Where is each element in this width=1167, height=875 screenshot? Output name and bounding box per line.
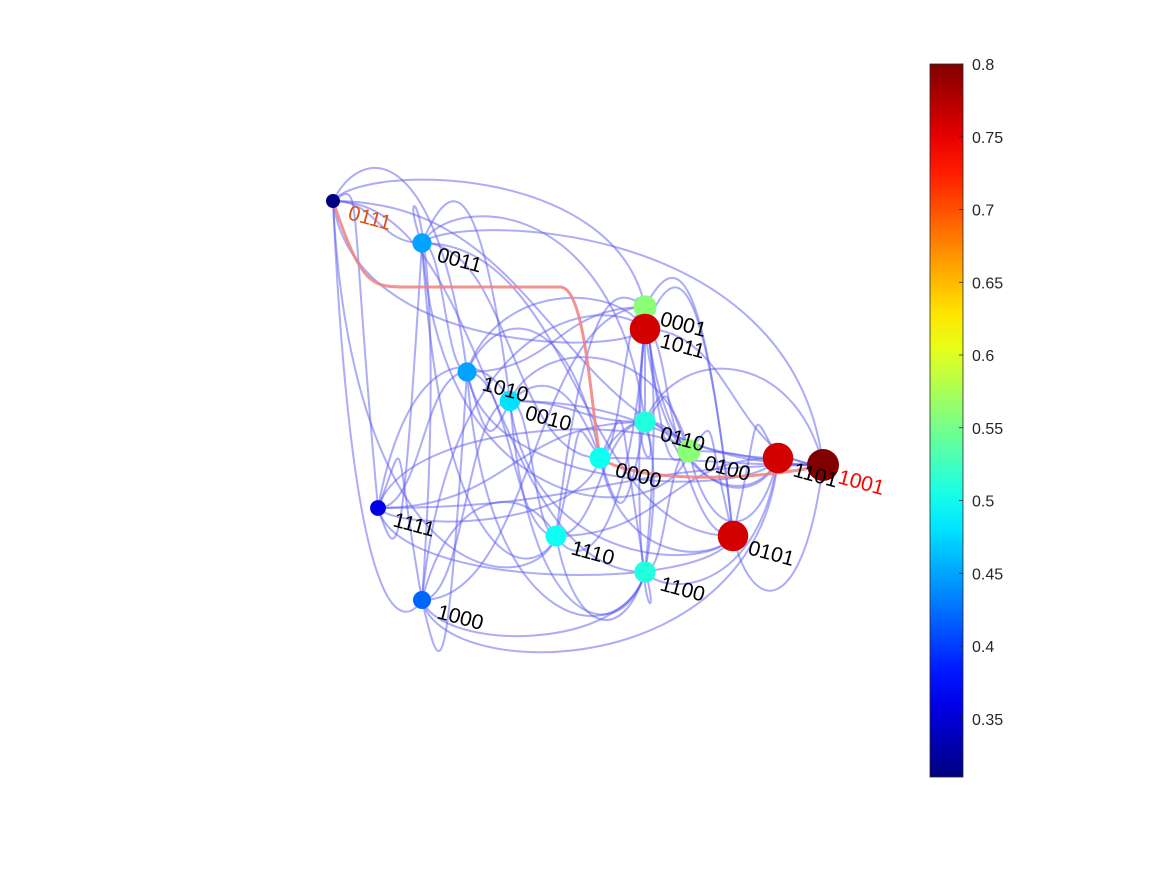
edge-1111-0100 [377,428,690,509]
colorbar-tick-label: 0.55 [972,421,1003,438]
edge-1000-1110 [421,501,557,601]
colorbar-tick-label: 0.35 [972,712,1003,729]
edge-0101-1001 [732,464,824,592]
edge-1010-0001 [466,306,646,373]
edge-0011-0101 [421,242,734,537]
node-1011 [629,313,661,345]
edge-0110-0100 [644,395,690,452]
node-label-0101: 0101 [746,537,797,571]
colorbar: 0.35 0.4 0.45 0.5 0.55 0.6 0.65 0.7 0.75 0.8 [929,57,1003,778]
edge-1000-0001 [421,306,646,601]
edge-1111-0000 [377,457,601,523]
edge-1010-1011 [466,296,646,373]
edge-0010-0000 [509,384,601,459]
edge-0100-1001 [688,450,824,466]
colorbar-tick-label: 0.75 [972,130,1003,147]
edge-1000-0011 [412,204,432,601]
edge-1000-1101 [421,457,779,654]
edge-1111-0110 [377,421,646,509]
edge-0111-1010 [332,167,468,373]
node-1111 [370,500,386,516]
highlight-edge-0000-1001 [599,456,824,479]
edge-1110-1011 [555,328,646,552]
node-0100 [677,439,701,463]
node-0111 [326,194,340,208]
node-label-1001: 1001 [836,466,887,500]
colorbar-tick-label: 0.45 [972,566,1003,583]
node-0000 [589,447,611,469]
edge-1111-0011 [377,242,423,540]
edge-0111-1100 [332,200,646,573]
node-label-0110: 0110 [658,423,708,457]
edge-1110-1100 [555,535,646,621]
edge-1110-0001 [555,296,646,537]
node-1010 [457,362,477,382]
edge-0010-1100 [509,400,646,616]
node-label-1100: 1100 [658,573,708,607]
colorbar-tick-label: 0.8 [972,57,994,74]
edge-1111-1010 [377,371,468,509]
highlight-edge-0111-0000 [331,200,602,459]
node-0110 [634,411,656,433]
node-layer [326,194,839,610]
colorbar-tick-label: 0.6 [972,348,994,365]
edge-1100-1101 [644,457,779,586]
colorbar-tick-label: 0.7 [972,203,994,220]
node-1101 [762,442,794,474]
node-1110 [545,525,567,547]
edge-1110-0110 [555,421,646,537]
node-0101 [717,520,749,552]
edge-1000-0010 [421,400,511,601]
edge-0110-1011 [638,328,652,459]
colorbar-tick-label: 0.5 [972,494,994,511]
edge-1010-1100 [466,371,646,617]
edge-1000-1010 [421,371,468,652]
edge-1110-1101 [555,457,779,537]
edge-0011-0110 [421,215,646,423]
edge-0011-1001 [421,229,824,466]
edge-0100-0101 [688,429,734,537]
node-1001 [807,449,839,481]
node-0010 [499,390,521,412]
highlight-path-layer [331,200,824,479]
colorbar-tick-label: 0.65 [972,275,1003,292]
edge-0011-1110 [421,242,557,560]
node-0011 [412,233,432,253]
edge-1111-0101 [377,507,734,577]
edge-1111-0010 [377,366,511,509]
edge-0000-1100 [599,419,646,573]
edge-0111-1000 [332,200,423,613]
node-label-1111: 1111 [391,509,438,542]
edge-1110-0000 [555,430,601,537]
edge-layer [332,167,824,654]
edge-1010-1110 [466,371,557,537]
edge-1011-0101 [644,286,734,537]
edge-0011-0100 [421,242,690,499]
node-0001 [633,295,657,319]
edge-1000-1011 [421,314,646,601]
node-1000 [412,590,432,610]
node-label-1000: 1000 [435,601,486,635]
edge-0111-1111 [332,192,379,509]
node-1100 [634,561,656,583]
edge-0101-1101 [732,423,779,537]
colorbar-ticks: 0.35 0.4 0.45 0.5 0.55 0.6 0.65 0.7 0.75 0.8 [959,57,1003,729]
edge-1010-0000 [466,327,601,459]
colorbar-gradient [929,63,964,778]
edge-0111-0001 [332,178,646,308]
colorbar-tick-label: 0.4 [972,639,994,656]
